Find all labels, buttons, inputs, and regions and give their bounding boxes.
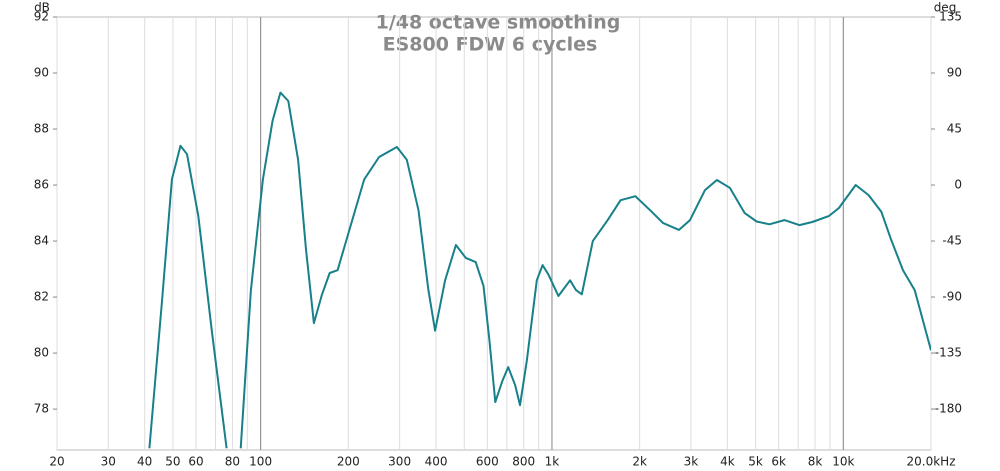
y-tick-label: 84 xyxy=(34,234,49,248)
y2-tick-label: -180 xyxy=(935,402,962,416)
y2-tick-label: -45 xyxy=(942,234,962,248)
chart-title: 1/48 octave smoothing xyxy=(376,12,621,34)
y2-tick-label: 90 xyxy=(947,66,962,80)
y-tick-label: 88 xyxy=(34,122,49,136)
x-tick-label: 3k xyxy=(684,455,699,469)
y-tick-label: 86 xyxy=(34,178,49,192)
chart-subtitle: ES800 FDW 6 cycles xyxy=(383,34,598,56)
x-tick-label: 50 xyxy=(165,455,180,469)
x-tick-label: 40 xyxy=(137,455,152,469)
y2-tick-label: 135 xyxy=(939,10,962,24)
x-tick-label: 20 xyxy=(49,455,64,469)
x-tick-label: 10k xyxy=(832,455,854,469)
x-tick-label: 100 xyxy=(249,455,272,469)
y-tick-label: 92 xyxy=(34,10,49,24)
plot-area xyxy=(56,16,932,451)
x-tick-label: 1k xyxy=(545,455,560,469)
x-tick-label: 2k xyxy=(632,455,647,469)
x-tick-label: 8k xyxy=(808,455,823,469)
y-axis-label: dB xyxy=(34,1,50,15)
y2-tick-label: -90 xyxy=(942,290,962,304)
x-tick-label: 4k xyxy=(720,455,735,469)
y2-tick-label: -135 xyxy=(935,346,962,360)
x-tick-label: 600 xyxy=(476,455,499,469)
y-tick-label: 82 xyxy=(34,290,49,304)
x-tick-label: 800 xyxy=(512,455,535,469)
x-tick-label: 6k xyxy=(771,455,786,469)
x-tick-label: 30 xyxy=(101,455,116,469)
y-tick-label: 90 xyxy=(34,66,49,80)
x-tick-label: 60 xyxy=(188,455,203,469)
y2-axis-label: deg xyxy=(934,1,957,15)
x-tick-label: 200 xyxy=(337,455,360,469)
x-tick-label: 5k xyxy=(748,455,763,469)
y2-tick-label: 45 xyxy=(947,122,962,136)
x-tick-label: 400 xyxy=(425,455,448,469)
y-tick-label: 78 xyxy=(34,402,49,416)
response-line xyxy=(148,91,931,449)
x-tick-label: 20.0kHz xyxy=(907,455,956,469)
y-tick-label: 80 xyxy=(34,346,49,360)
x-tick-label: 300 xyxy=(388,455,411,469)
x-tick-label: 80 xyxy=(225,455,240,469)
y2-tick-label: 0 xyxy=(954,178,962,192)
